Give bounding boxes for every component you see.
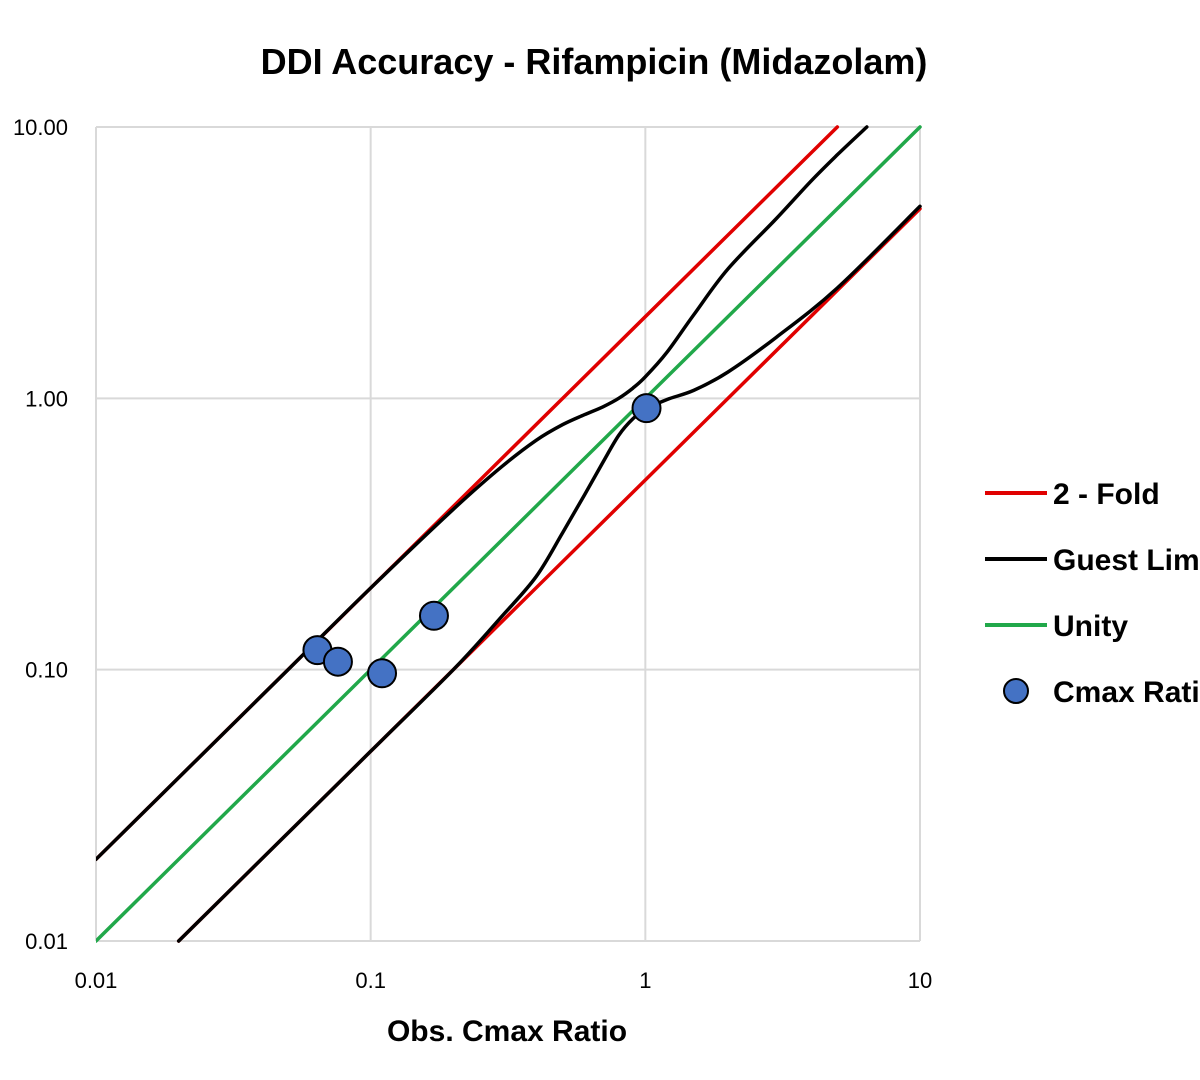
legend-label-2-fold: 2 - Fold [1053, 478, 1160, 511]
unity-line-0 [96, 125, 922, 943]
guest-limits-line-0 [96, 125, 869, 862]
legend-label-guest-limits: Guest Limits [1053, 544, 1200, 577]
x-tick-label-2: 1 [639, 968, 651, 993]
data-point-4 [631, 393, 662, 424]
legend-label-cmax-ratio: Cmax Ratio [1053, 676, 1200, 709]
x-tick-label-1: 0.1 [355, 968, 386, 993]
data-point-2 [367, 658, 398, 689]
series-lines [96, 125, 922, 943]
data-point-3 [418, 600, 449, 631]
grid [95, 126, 921, 942]
x-tick-label-0: 0.01 [75, 968, 118, 993]
y-tick-label-0: 0.01 [25, 929, 68, 954]
guest-limits-line-1 [176, 204, 922, 943]
x-tick-label-3: 10 [908, 968, 932, 993]
legend-label-unity: Unity [1053, 610, 1128, 643]
data-point-1 [322, 646, 353, 677]
y-tick-label-1: 0.10 [25, 658, 68, 683]
chart-title: DDI Accuracy - Rifampicin (Midazolam) [261, 41, 928, 82]
y-tick-label-3: 10.00 [13, 115, 68, 140]
x-axis-title: Obs. Cmax Ratio [387, 1015, 627, 1048]
data-points [302, 393, 662, 689]
y-tick-label-2: 1.00 [25, 386, 68, 411]
tick-labels: 0.01 0.1 1 10 0.01 0.10 1.00 10.00 [13, 115, 932, 993]
legend: 2 - Fold Guest Limits Unity Cmax Ratio [985, 478, 1200, 709]
legend-swatch-cmax-ratio [1003, 678, 1029, 704]
